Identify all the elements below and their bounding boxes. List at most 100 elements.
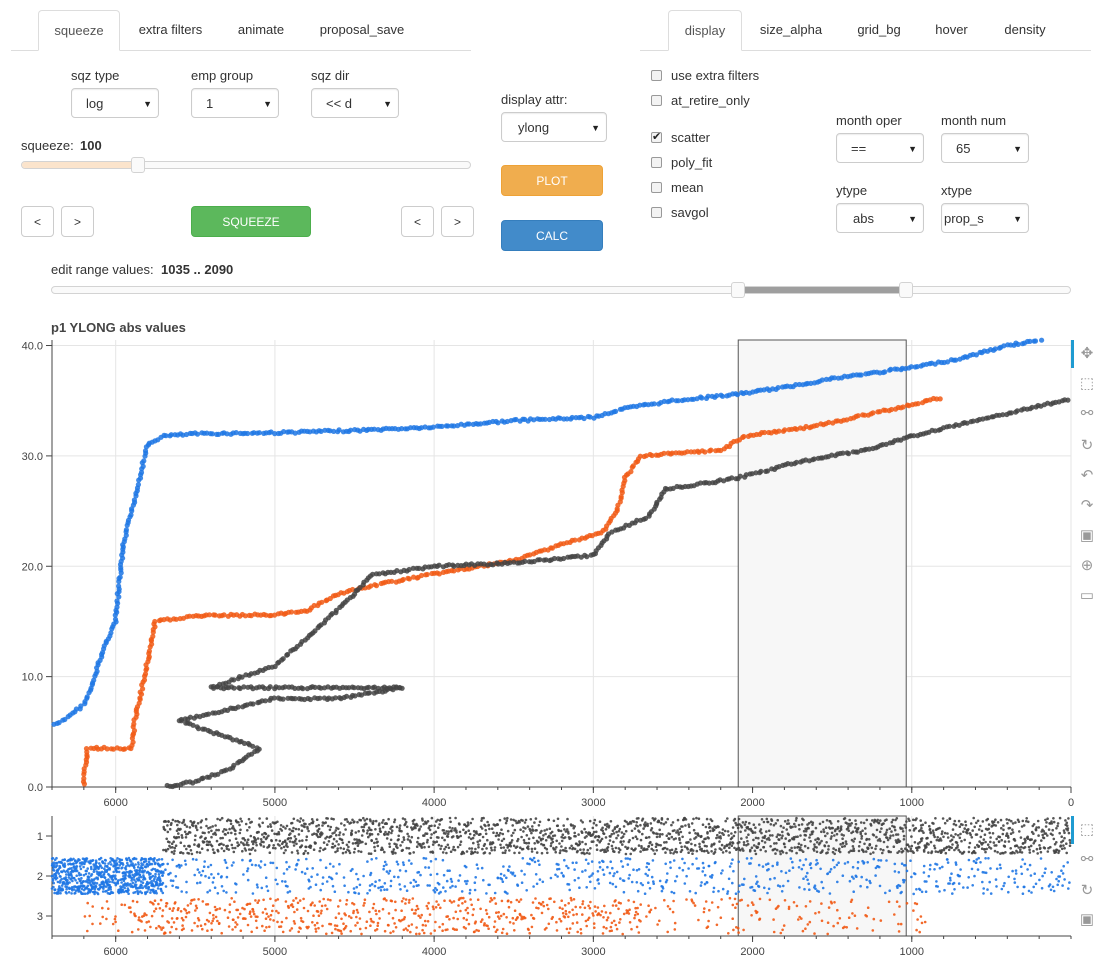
data-point (951, 828, 955, 831)
data-point (606, 849, 609, 852)
data-point (354, 891, 357, 895)
data-point (216, 892, 220, 895)
data-point (179, 827, 182, 831)
data-point (442, 873, 446, 877)
squeeze-slider-handle[interactable] (131, 157, 145, 173)
tab-animate[interactable]: animate (237, 22, 285, 37)
data-point (419, 873, 422, 877)
tab-squeeze[interactable]: squeeze (38, 10, 120, 51)
range-high-handle[interactable] (899, 282, 914, 298)
data-point (234, 737, 240, 743)
data-point (83, 862, 86, 866)
data-point (866, 861, 869, 864)
data-point (966, 831, 969, 835)
data-point (1025, 817, 1028, 820)
squeeze-next-button[interactable]: > (61, 206, 94, 237)
tab-hover[interactable]: hover (935, 22, 968, 37)
data-point (678, 866, 681, 870)
data-point (776, 428, 782, 434)
data-point (207, 865, 210, 869)
emp-group-select[interactable]: 1 ▼ (191, 88, 279, 118)
data-point (490, 562, 496, 568)
data-point (246, 869, 249, 873)
data-point (763, 841, 767, 844)
data-point (746, 842, 750, 846)
data-point (611, 882, 615, 886)
data-point (327, 840, 331, 843)
data-point (541, 880, 545, 884)
chevron-down-icon: ▼ (908, 144, 917, 154)
month-num-select[interactable]: 65 ▼ (941, 133, 1029, 163)
main-scatter-chart[interactable]: 6000 5000 4000 3000 2000 1000 00.010.020.030.0… (0, 336, 1075, 811)
xtype-select[interactable]: prop_s ▼ (941, 203, 1029, 233)
data-point (915, 888, 918, 891)
data-point (269, 823, 272, 826)
data-point (854, 822, 858, 826)
data-point (634, 517, 640, 523)
data-point (1061, 839, 1065, 843)
calc-button[interactable]: CALC (501, 220, 603, 251)
data-point (124, 877, 127, 880)
data-point (989, 892, 993, 895)
data-point (1052, 817, 1055, 820)
data-point (595, 848, 599, 851)
data-point (848, 879, 852, 883)
data-point (244, 849, 248, 852)
mean-checkbox[interactable] (651, 182, 662, 193)
scatter-checkbox[interactable] (651, 130, 662, 143)
data-point (386, 833, 390, 836)
range-low-handle[interactable] (730, 282, 745, 298)
data-point (824, 826, 828, 829)
sqz-type-select[interactable]: log ▼ (71, 88, 159, 118)
data-point (60, 877, 63, 881)
data-point (882, 840, 886, 844)
plot-button[interactable]: PLOT (501, 165, 603, 196)
tab-extra-filters[interactable]: extra filters (138, 22, 203, 37)
display-attr-select[interactable]: ylong ▼ (501, 112, 607, 142)
data-point (780, 870, 783, 873)
data-point (946, 858, 949, 861)
tab-size-alpha[interactable]: size_alpha (759, 22, 823, 37)
savgol-checkbox[interactable] (651, 207, 662, 218)
tab-proposal-save[interactable]: proposal_save (319, 22, 405, 37)
tab-density[interactable]: density (1004, 22, 1046, 37)
data-point (877, 821, 881, 825)
data-point (992, 820, 996, 824)
data-point (742, 883, 745, 886)
ytype-select[interactable]: abs ▼ (836, 203, 924, 233)
data-point (963, 827, 966, 830)
squeeze-button[interactable]: SQUEEZE (191, 206, 311, 237)
data-point (629, 852, 632, 856)
data-point (234, 832, 237, 836)
use-extra-filters-checkbox[interactable] (651, 70, 662, 81)
edit-range-slider[interactable] (51, 286, 1071, 294)
data-point (807, 827, 810, 830)
data-point (56, 880, 60, 884)
data-point (333, 890, 337, 893)
range-next-button[interactable]: > (441, 206, 474, 237)
data-point (654, 817, 657, 820)
squeeze-slider[interactable] (21, 161, 471, 169)
data-point (481, 847, 484, 851)
data-point (171, 884, 174, 888)
data-point (362, 829, 365, 833)
range-prev-button[interactable]: < (401, 206, 434, 237)
data-point (492, 831, 495, 834)
tab-grid-bg[interactable]: grid_bg (857, 22, 901, 37)
data-point (176, 823, 179, 827)
data-point (187, 852, 191, 855)
data-point (200, 819, 204, 822)
squeeze-slider-fill (22, 162, 139, 168)
month-oper-select[interactable]: == ▼ (836, 133, 924, 163)
poly-fit-checkbox[interactable] (651, 157, 662, 168)
sqz-dir-select[interactable]: << d ▼ (311, 88, 399, 118)
tab-display[interactable]: display (668, 10, 742, 51)
data-point (513, 874, 517, 878)
data-point (798, 828, 801, 831)
at-retire-only-checkbox[interactable] (651, 95, 662, 106)
data-point (209, 863, 213, 867)
data-point (210, 683, 216, 690)
data-point (1035, 847, 1039, 851)
squeeze-prev-button[interactable]: < (21, 206, 54, 237)
